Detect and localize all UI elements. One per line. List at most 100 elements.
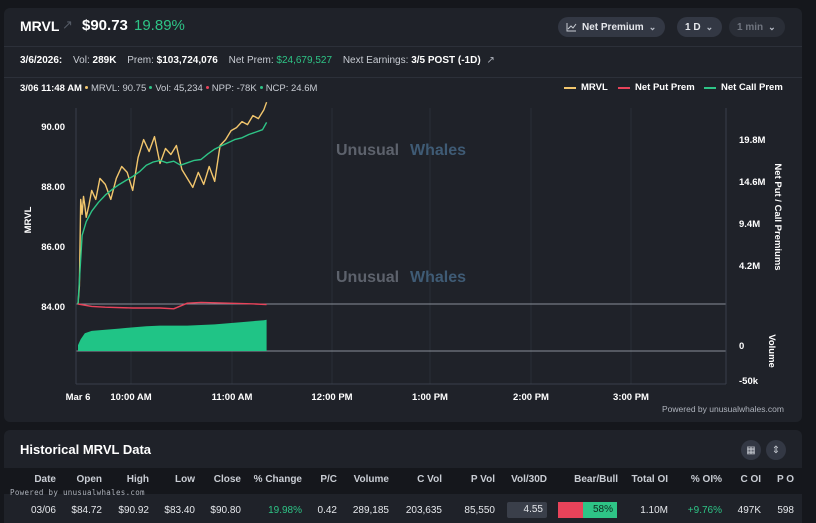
hover-vol: Vol: 45,234 xyxy=(155,83,203,94)
bear-segment xyxy=(558,502,583,518)
stats-date: 3/6/2026: xyxy=(20,55,63,66)
volume-tick-label: -50k xyxy=(739,376,759,387)
series-lines xyxy=(77,101,268,310)
x-tick-label: 2:00 PM xyxy=(513,392,549,403)
watermark-whales: Whales xyxy=(410,269,466,286)
bull-segment: 58% xyxy=(582,502,617,518)
interval-dropdown[interactable]: 1 min ⌄ xyxy=(729,17,785,37)
table-cell: 203,635 xyxy=(405,505,442,516)
net-put-prem-line xyxy=(77,301,267,310)
hover-npp: NPP: -78K xyxy=(211,83,257,94)
watermark-unusual: Unusual xyxy=(336,269,399,286)
left-tick-label: 90.00 xyxy=(41,122,65,133)
table-cell: 497K xyxy=(737,505,761,516)
volume-dot-icon xyxy=(149,86,153,89)
vol30d-badge: 4.55 xyxy=(507,502,547,518)
table-header-cell[interactable]: P O xyxy=(776,474,794,485)
chevron-down-icon: ⌄ xyxy=(768,21,776,32)
table-cell: $90.92 xyxy=(118,505,149,516)
x-tick-label: 3:00 PM xyxy=(613,392,649,403)
table-cell: 1.10M xyxy=(640,505,668,516)
expand-icon[interactable]: ⇕ xyxy=(766,440,786,460)
table-header-cell[interactable]: P/C xyxy=(320,474,337,485)
volume-tick-label: 0 xyxy=(739,341,744,352)
net-premium-label: Net Premium xyxy=(582,21,644,33)
prem-label: Prem: xyxy=(127,55,154,66)
divider xyxy=(4,46,802,47)
table-header-cell[interactable]: Close xyxy=(213,474,241,485)
hover-mrvl: MRVL: 90.75 xyxy=(90,83,147,94)
vol-value: 289K xyxy=(92,55,117,66)
netprem-label: Net Prem: xyxy=(228,55,274,66)
table-header-cell[interactable]: Date xyxy=(34,474,56,485)
price-premium-chart[interactable]: Unusual Whales Unusual Whales Mar 6 10:00… xyxy=(4,8,802,422)
table-header-cell[interactable]: Volume xyxy=(353,474,389,485)
stats-row: 3/6/2026: Vol: 289K Prem: $103,724,076 N… xyxy=(20,55,495,66)
prem-value: $103,724,076 xyxy=(156,55,218,66)
legend-mrvl[interactable]: MRVL xyxy=(564,82,608,93)
chart-header: MRVL ↗ $90.73 19.89% Net Premium ⌄ 1 D ⌄… xyxy=(4,8,802,44)
right-axis-title: Net Put / Call Premiums xyxy=(772,163,783,270)
table-header-cell[interactable]: C Vol xyxy=(417,474,442,485)
legend-line-icon xyxy=(618,86,630,89)
timeframe-label: 1 D xyxy=(685,21,701,33)
hover-time: 3/06 11:48 AM xyxy=(20,83,82,94)
table-cell: 598 xyxy=(777,505,794,516)
chevron-down-icon: ⌄ xyxy=(705,21,714,32)
x-tick-label: 12:00 PM xyxy=(311,392,352,403)
table-header-cell[interactable]: Low xyxy=(175,474,195,485)
x-tick-label: 10:00 AM xyxy=(110,392,151,403)
table-cell: 289,185 xyxy=(352,505,389,516)
table-cell: 85,550 xyxy=(464,505,495,516)
volume-area-group xyxy=(78,319,267,351)
powered-by[interactable]: Powered by unusualwhales.com xyxy=(662,404,784,414)
table-cell: 19.98% xyxy=(268,505,302,516)
legend-npp-label: Net Put Prem xyxy=(635,82,695,93)
table-cell: $83.40 xyxy=(164,505,195,516)
legend-net-call-prem[interactable]: Net Call Prem xyxy=(704,82,783,93)
external-link-icon[interactable]: ↗ xyxy=(486,55,495,66)
divider xyxy=(4,77,802,78)
net-premium-dropdown[interactable]: Net Premium ⌄ xyxy=(558,17,665,37)
historical-title: Historical MRVL Data xyxy=(20,442,152,457)
x-tick-label: 1:00 PM xyxy=(412,392,448,403)
hover-readout: 3/06 11:48 AM MRVL: 90.75 Vol: 45,234 NPP: … xyxy=(20,83,317,94)
table-header-cell[interactable]: Total OI xyxy=(631,474,668,485)
line-chart-icon xyxy=(566,23,577,32)
table-header-cell[interactable]: High xyxy=(126,474,149,485)
earnings-value: 3/5 POST (-1D) xyxy=(411,55,481,66)
price-dot-icon xyxy=(84,86,88,89)
watermark-whales: Whales xyxy=(410,142,466,159)
table-header-cell[interactable]: P Vol xyxy=(470,474,495,485)
vol-label: Vol: xyxy=(73,55,90,66)
right-tick-label: 9.4M xyxy=(739,219,760,230)
call-dot-icon xyxy=(259,86,263,89)
historical-panel: Historical MRVL Data ▦ ⇕ Powered by unus… xyxy=(4,430,802,523)
table-header-row xyxy=(4,468,802,494)
table-header-cell[interactable]: C OI xyxy=(740,474,761,485)
columns-icon[interactable]: ▦ xyxy=(741,440,761,460)
table-header-cell[interactable]: Vol/30D xyxy=(511,474,547,485)
legend-line-icon xyxy=(564,86,576,89)
ticker-symbol[interactable]: MRVL xyxy=(20,18,60,34)
table-header-cell[interactable]: Bear/Bull xyxy=(574,474,618,485)
bear-bull-bar: 58% xyxy=(558,502,617,518)
table-cell: 0.42 xyxy=(317,505,337,516)
axis-ticks: Mar 6 10:00 AM 11:00 AM 12:00 PM 1:00 PM 2:00… xyxy=(41,122,765,403)
right-tick-label: 4.2M xyxy=(739,261,760,272)
table-powered-by: Powered by unusualwhales.com xyxy=(10,488,145,497)
table-cell: 03/06 xyxy=(30,505,56,516)
mrvl-price-line xyxy=(77,101,268,305)
volume-axis-title: Volume xyxy=(766,334,777,368)
legend-line-icon xyxy=(704,86,716,89)
table-header-cell[interactable]: Open xyxy=(76,474,102,485)
table-header-cell[interactable]: % Change xyxy=(253,474,302,485)
timeframe-dropdown[interactable]: 1 D ⌄ xyxy=(677,17,722,37)
netprem-value: $24,679,527 xyxy=(276,55,333,66)
table-header-cell[interactable]: % OI% xyxy=(690,474,722,485)
arrow-icon: ↗ xyxy=(62,17,73,32)
interval-label: 1 min xyxy=(737,21,764,33)
legend-net-put-prem[interactable]: Net Put Prem xyxy=(618,82,695,93)
left-axis-title: MRVL xyxy=(23,206,34,233)
table-cell: $90.80 xyxy=(210,505,241,516)
